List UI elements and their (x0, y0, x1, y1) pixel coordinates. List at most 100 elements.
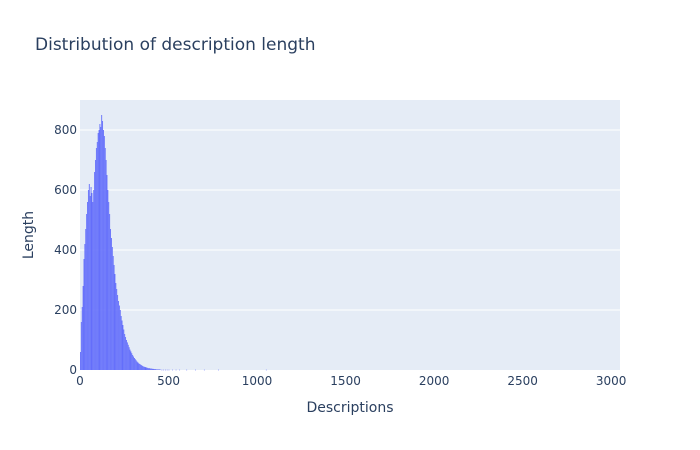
histogram-bar (102, 121, 103, 370)
histogram-bar (153, 369, 154, 370)
histogram-bar (146, 368, 147, 370)
histogram-bar (120, 310, 121, 370)
histogram-bar (88, 190, 89, 370)
histogram-bar (137, 362, 138, 370)
histogram-bar (122, 325, 123, 370)
histogram-bar (161, 370, 162, 371)
histogram-bar (125, 337, 126, 370)
histogram-bar (204, 370, 205, 371)
histogram-bar (145, 367, 146, 370)
y-tick-label: 800 (54, 123, 77, 137)
histogram-bar (105, 148, 106, 370)
histogram-bar (94, 172, 95, 370)
histogram-bar (87, 202, 88, 370)
y-tick-label: 600 (54, 183, 77, 197)
histogram-bar (118, 301, 119, 370)
histogram-bar (133, 357, 134, 371)
histogram-bar (98, 133, 99, 370)
histogram-bar (146, 367, 147, 370)
histogram-bar (176, 370, 177, 371)
histogram-bar (139, 364, 140, 370)
histogram-bar (140, 365, 141, 370)
histogram-bar (85, 229, 86, 370)
x-tick-label: 2500 (507, 374, 538, 388)
histogram-bar (132, 355, 133, 370)
histogram-bar (138, 363, 139, 370)
histogram-bar (156, 369, 157, 370)
histogram-bar (129, 347, 130, 370)
histogram-bar (126, 340, 127, 370)
histogram-bar (89, 184, 90, 370)
histogram-bar (130, 351, 131, 370)
histogram-bar (186, 370, 187, 371)
histogram-bar (96, 148, 97, 370)
histogram-bar (135, 359, 136, 370)
histogram-bar (108, 202, 109, 370)
x-tick-label: 1500 (330, 374, 361, 388)
histogram-bar (95, 160, 96, 370)
plot-area (80, 100, 620, 370)
histogram-bar (80, 352, 81, 370)
histogram-bar (101, 115, 102, 370)
histogram-bar (157, 369, 158, 370)
histogram-bar (159, 369, 160, 370)
histogram-bar (107, 190, 108, 370)
histogram-bar (218, 370, 219, 371)
histogram-bar (160, 369, 161, 370)
histogram-bar (93, 190, 94, 370)
histogram-bar (163, 370, 164, 371)
histogram-bar (115, 274, 116, 370)
histogram-bar (195, 370, 196, 371)
x-tick-label: 0 (76, 374, 84, 388)
x-tick-label: 500 (157, 374, 180, 388)
x-tick-label: 3000 (596, 374, 627, 388)
histogram-bar (99, 124, 100, 370)
histogram-bar (86, 214, 87, 370)
histogram-bar (107, 175, 108, 370)
histogram-bar (266, 370, 267, 371)
histogram-bar (115, 283, 116, 370)
histogram-bar (91, 187, 92, 370)
y-tick-label: 400 (54, 243, 77, 257)
histogram-bar (169, 370, 170, 371)
histogram-bar (124, 334, 125, 370)
histogram-bar (134, 358, 135, 370)
histogram-bar (92, 193, 93, 370)
histogram-bar (141, 365, 142, 370)
histogram-bar (106, 160, 107, 370)
histogram-bar (155, 369, 156, 370)
histogram-bar (158, 369, 159, 370)
histogram-bar (149, 368, 150, 370)
histogram-bar (154, 369, 155, 370)
histogram-bar (109, 214, 110, 370)
histogram-bar (179, 370, 180, 371)
histogram-bar (130, 350, 131, 370)
y-axis-title: Length (21, 211, 37, 259)
histogram-bar (122, 321, 123, 371)
histogram-bar (151, 369, 152, 371)
histogram-bar (150, 369, 151, 371)
x-tick-label: 2000 (419, 374, 450, 388)
histogram-bar (148, 368, 149, 370)
histogram-bar (147, 368, 148, 370)
histogram-bar (119, 306, 120, 371)
histogram-bar (138, 363, 139, 371)
histogram-bar (83, 286, 84, 370)
y-axis-ticks: 0 200 400 600 800 (54, 123, 77, 377)
histogram-bar (143, 366, 144, 370)
histogram-bar (90, 196, 91, 370)
y-tick-label: 200 (54, 303, 77, 317)
histogram-bar (111, 238, 112, 370)
histogram-bar (110, 229, 111, 370)
x-tick-label: 1000 (242, 374, 273, 388)
histogram-bar (103, 130, 104, 370)
histogram-bar (81, 322, 82, 370)
histogram-bar (84, 259, 85, 370)
histogram-bar (84, 244, 85, 370)
histogram-bar (127, 342, 128, 370)
x-axis-ticks: 0 500 1000 1500 2000 2500 3000 (76, 374, 626, 388)
chart-title: Distribution of description length (35, 35, 315, 55)
histogram-bar (82, 307, 83, 370)
histogram-bar (97, 142, 98, 370)
